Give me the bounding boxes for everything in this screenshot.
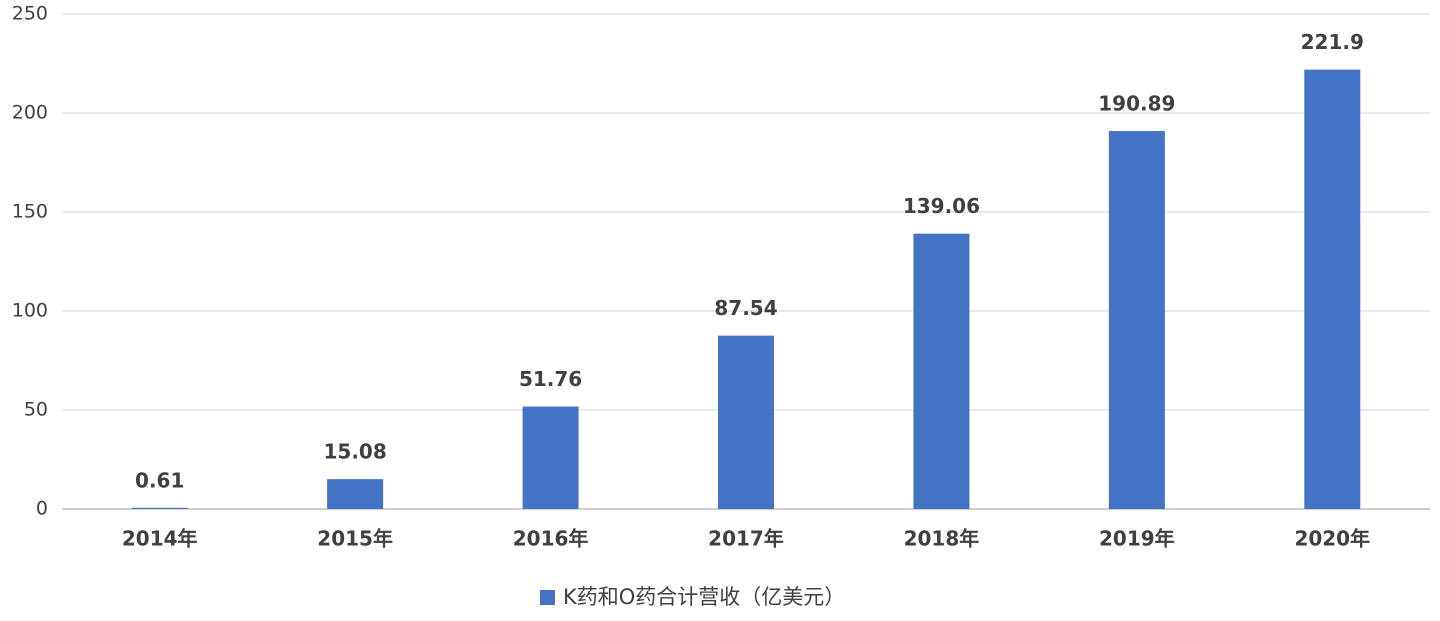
y-tick-label: 150: [12, 201, 48, 223]
x-tick-label: 2016年: [513, 527, 589, 551]
value-label: 221.9: [1301, 30, 1364, 54]
x-tick-label: 2015年: [317, 527, 393, 551]
legend-label: K药和O药合计营收（亿美元）: [563, 585, 845, 609]
value-label: 0.61: [135, 468, 184, 492]
bar: [522, 406, 579, 509]
value-label: 51.76: [519, 367, 582, 391]
x-tick-label: 2017年: [708, 527, 784, 551]
bar: [327, 479, 384, 509]
value-label: 139.06: [903, 194, 980, 218]
bar: [1108, 131, 1165, 510]
y-tick-label: 200: [12, 102, 48, 124]
bar: [131, 507, 188, 509]
y-tick-label: 100: [12, 300, 48, 322]
bar: [718, 335, 774, 509]
x-tick-label: 2014年: [122, 527, 198, 551]
y-tick-label: 250: [12, 3, 48, 25]
legend-swatch: [540, 590, 555, 605]
value-label: 87.54: [714, 296, 777, 320]
bar: [1304, 69, 1361, 509]
y-tick-label: 50: [24, 399, 48, 421]
bar: [913, 233, 970, 509]
x-tick-label: 2019年: [1099, 527, 1175, 551]
x-tick-label: 2020年: [1294, 527, 1370, 551]
x-tick-label: 2018年: [904, 527, 980, 551]
value-label: 15.08: [324, 440, 387, 464]
y-tick-label: 0: [36, 498, 48, 520]
value-label: 190.89: [1098, 92, 1175, 116]
